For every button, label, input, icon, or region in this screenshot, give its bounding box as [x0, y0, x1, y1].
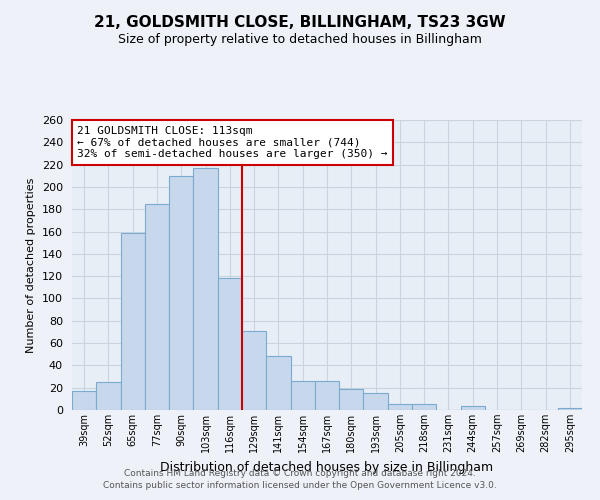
- Bar: [121, 232, 145, 410]
- Bar: [169, 176, 193, 410]
- Bar: [242, 331, 266, 410]
- Bar: [558, 408, 582, 410]
- Bar: [388, 404, 412, 410]
- Bar: [364, 394, 388, 410]
- Bar: [218, 278, 242, 410]
- Bar: [461, 406, 485, 410]
- Bar: [315, 381, 339, 410]
- Text: Contains HM Land Registry data © Crown copyright and database right 2024.: Contains HM Land Registry data © Crown c…: [124, 468, 476, 477]
- Bar: [96, 382, 121, 410]
- Bar: [290, 381, 315, 410]
- Y-axis label: Number of detached properties: Number of detached properties: [26, 178, 36, 352]
- Text: Contains public sector information licensed under the Open Government Licence v3: Contains public sector information licen…: [103, 481, 497, 490]
- Text: 21, GOLDSMITH CLOSE, BILLINGHAM, TS23 3GW: 21, GOLDSMITH CLOSE, BILLINGHAM, TS23 3G…: [94, 15, 506, 30]
- Text: 21 GOLDSMITH CLOSE: 113sqm
← 67% of detached houses are smaller (744)
32% of sem: 21 GOLDSMITH CLOSE: 113sqm ← 67% of deta…: [77, 126, 388, 159]
- Bar: [266, 356, 290, 410]
- Bar: [193, 168, 218, 410]
- Bar: [412, 404, 436, 410]
- Bar: [339, 389, 364, 410]
- Text: Size of property relative to detached houses in Billingham: Size of property relative to detached ho…: [118, 32, 482, 46]
- Bar: [72, 391, 96, 410]
- Bar: [145, 204, 169, 410]
- X-axis label: Distribution of detached houses by size in Billingham: Distribution of detached houses by size …: [160, 460, 494, 473]
